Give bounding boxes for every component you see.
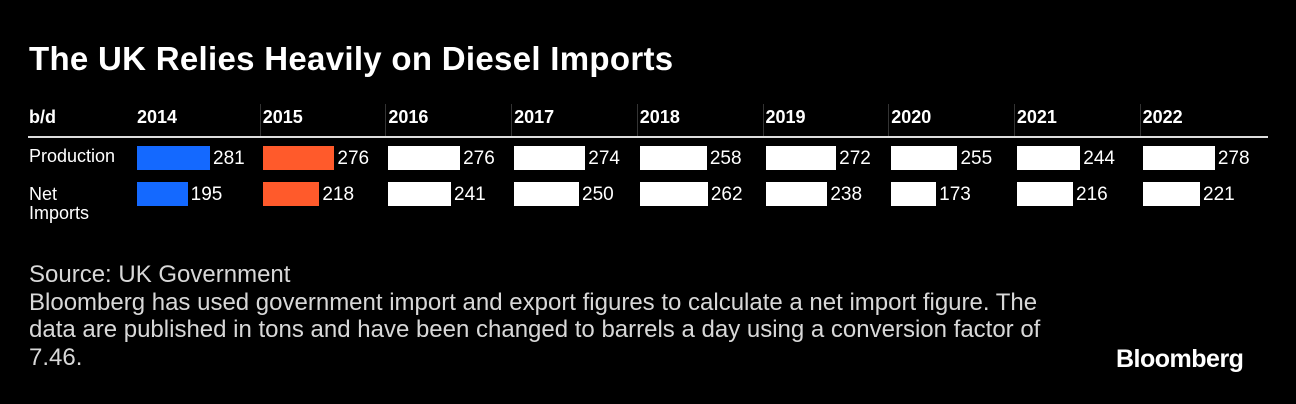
- column-separator: [888, 104, 890, 136]
- year-header-2021: 2021: [1016, 107, 1057, 127]
- value-label: 250: [582, 184, 614, 205]
- chart-title: The UK Relies Heavily on Diesel Imports: [29, 40, 674, 77]
- bar-net-imports-2021: [1016, 182, 1073, 206]
- value-label: 241: [454, 184, 486, 205]
- value-label: 216: [1076, 184, 1108, 205]
- unit-label: b/d: [29, 107, 56, 127]
- column-separator: [259, 104, 261, 136]
- bar-production-2018: [639, 146, 707, 170]
- value-label: 258: [709, 148, 742, 169]
- value-label: 262: [710, 184, 743, 205]
- bloomberg-logo: Bloomberg: [1116, 345, 1244, 373]
- value-label: 195: [190, 184, 223, 205]
- value-label: 255: [960, 148, 993, 169]
- bar-production-2015: [262, 146, 335, 170]
- bar-net-imports-2018: [639, 182, 708, 206]
- column-separator: [1013, 104, 1015, 136]
- value-label: 276: [463, 148, 495, 169]
- methodology-note: Bloomberg has used government import and…: [29, 288, 1041, 371]
- year-header-2022: 2022: [1142, 107, 1183, 127]
- bar-production-2019: [765, 146, 837, 170]
- bar-net-imports-2022: [1142, 182, 1200, 206]
- bar-net-imports-2016: [388, 182, 451, 206]
- row-label-net-imports: Net Imports: [29, 184, 90, 223]
- year-header-2020: 2020: [891, 107, 932, 127]
- bar-production-2022: [1142, 146, 1215, 170]
- year-header-2017: 2017: [514, 107, 555, 127]
- bar-production-2014: [137, 146, 210, 170]
- bar-production-2021: [1016, 146, 1081, 170]
- value-label: 238: [830, 184, 863, 205]
- value-label: 278: [1217, 148, 1250, 169]
- column-separator: [1139, 104, 1141, 136]
- bar-net-imports-2017: [514, 182, 580, 206]
- bar-net-imports-2015: [262, 182, 320, 206]
- bar-production-2020: [891, 146, 958, 170]
- column-separator: [511, 104, 513, 136]
- row-label-production: Production: [29, 146, 116, 166]
- value-label: 274: [588, 148, 620, 169]
- source-note: Source: UK Government Bloomberg has used…: [29, 261, 1049, 371]
- column-separator: [636, 104, 638, 136]
- value-label: 244: [1083, 148, 1115, 169]
- year-header-2019: 2019: [765, 107, 806, 127]
- bar-production-2016: [388, 146, 461, 170]
- bar-production-2017: [514, 146, 586, 170]
- header-rule: [28, 136, 1268, 138]
- column-separator: [385, 104, 387, 136]
- value-label: 281: [213, 148, 245, 169]
- column-separator: [762, 104, 764, 136]
- bar-net-imports-2020: [891, 182, 937, 206]
- year-header-2016: 2016: [388, 107, 429, 127]
- bar-net-imports-2014: [137, 182, 188, 206]
- value-label: 218: [322, 184, 355, 205]
- year-header-2015: 2015: [262, 107, 303, 127]
- value-label: 276: [337, 148, 370, 169]
- value-label: 272: [839, 148, 871, 169]
- year-header-2018: 2018: [639, 107, 680, 127]
- value-label: 221: [1203, 184, 1235, 205]
- year-header-2014: 2014: [137, 107, 178, 127]
- bar-net-imports-2019: [765, 182, 828, 206]
- source-line: Source: UK Government: [29, 261, 291, 288]
- value-label: 173: [939, 184, 971, 205]
